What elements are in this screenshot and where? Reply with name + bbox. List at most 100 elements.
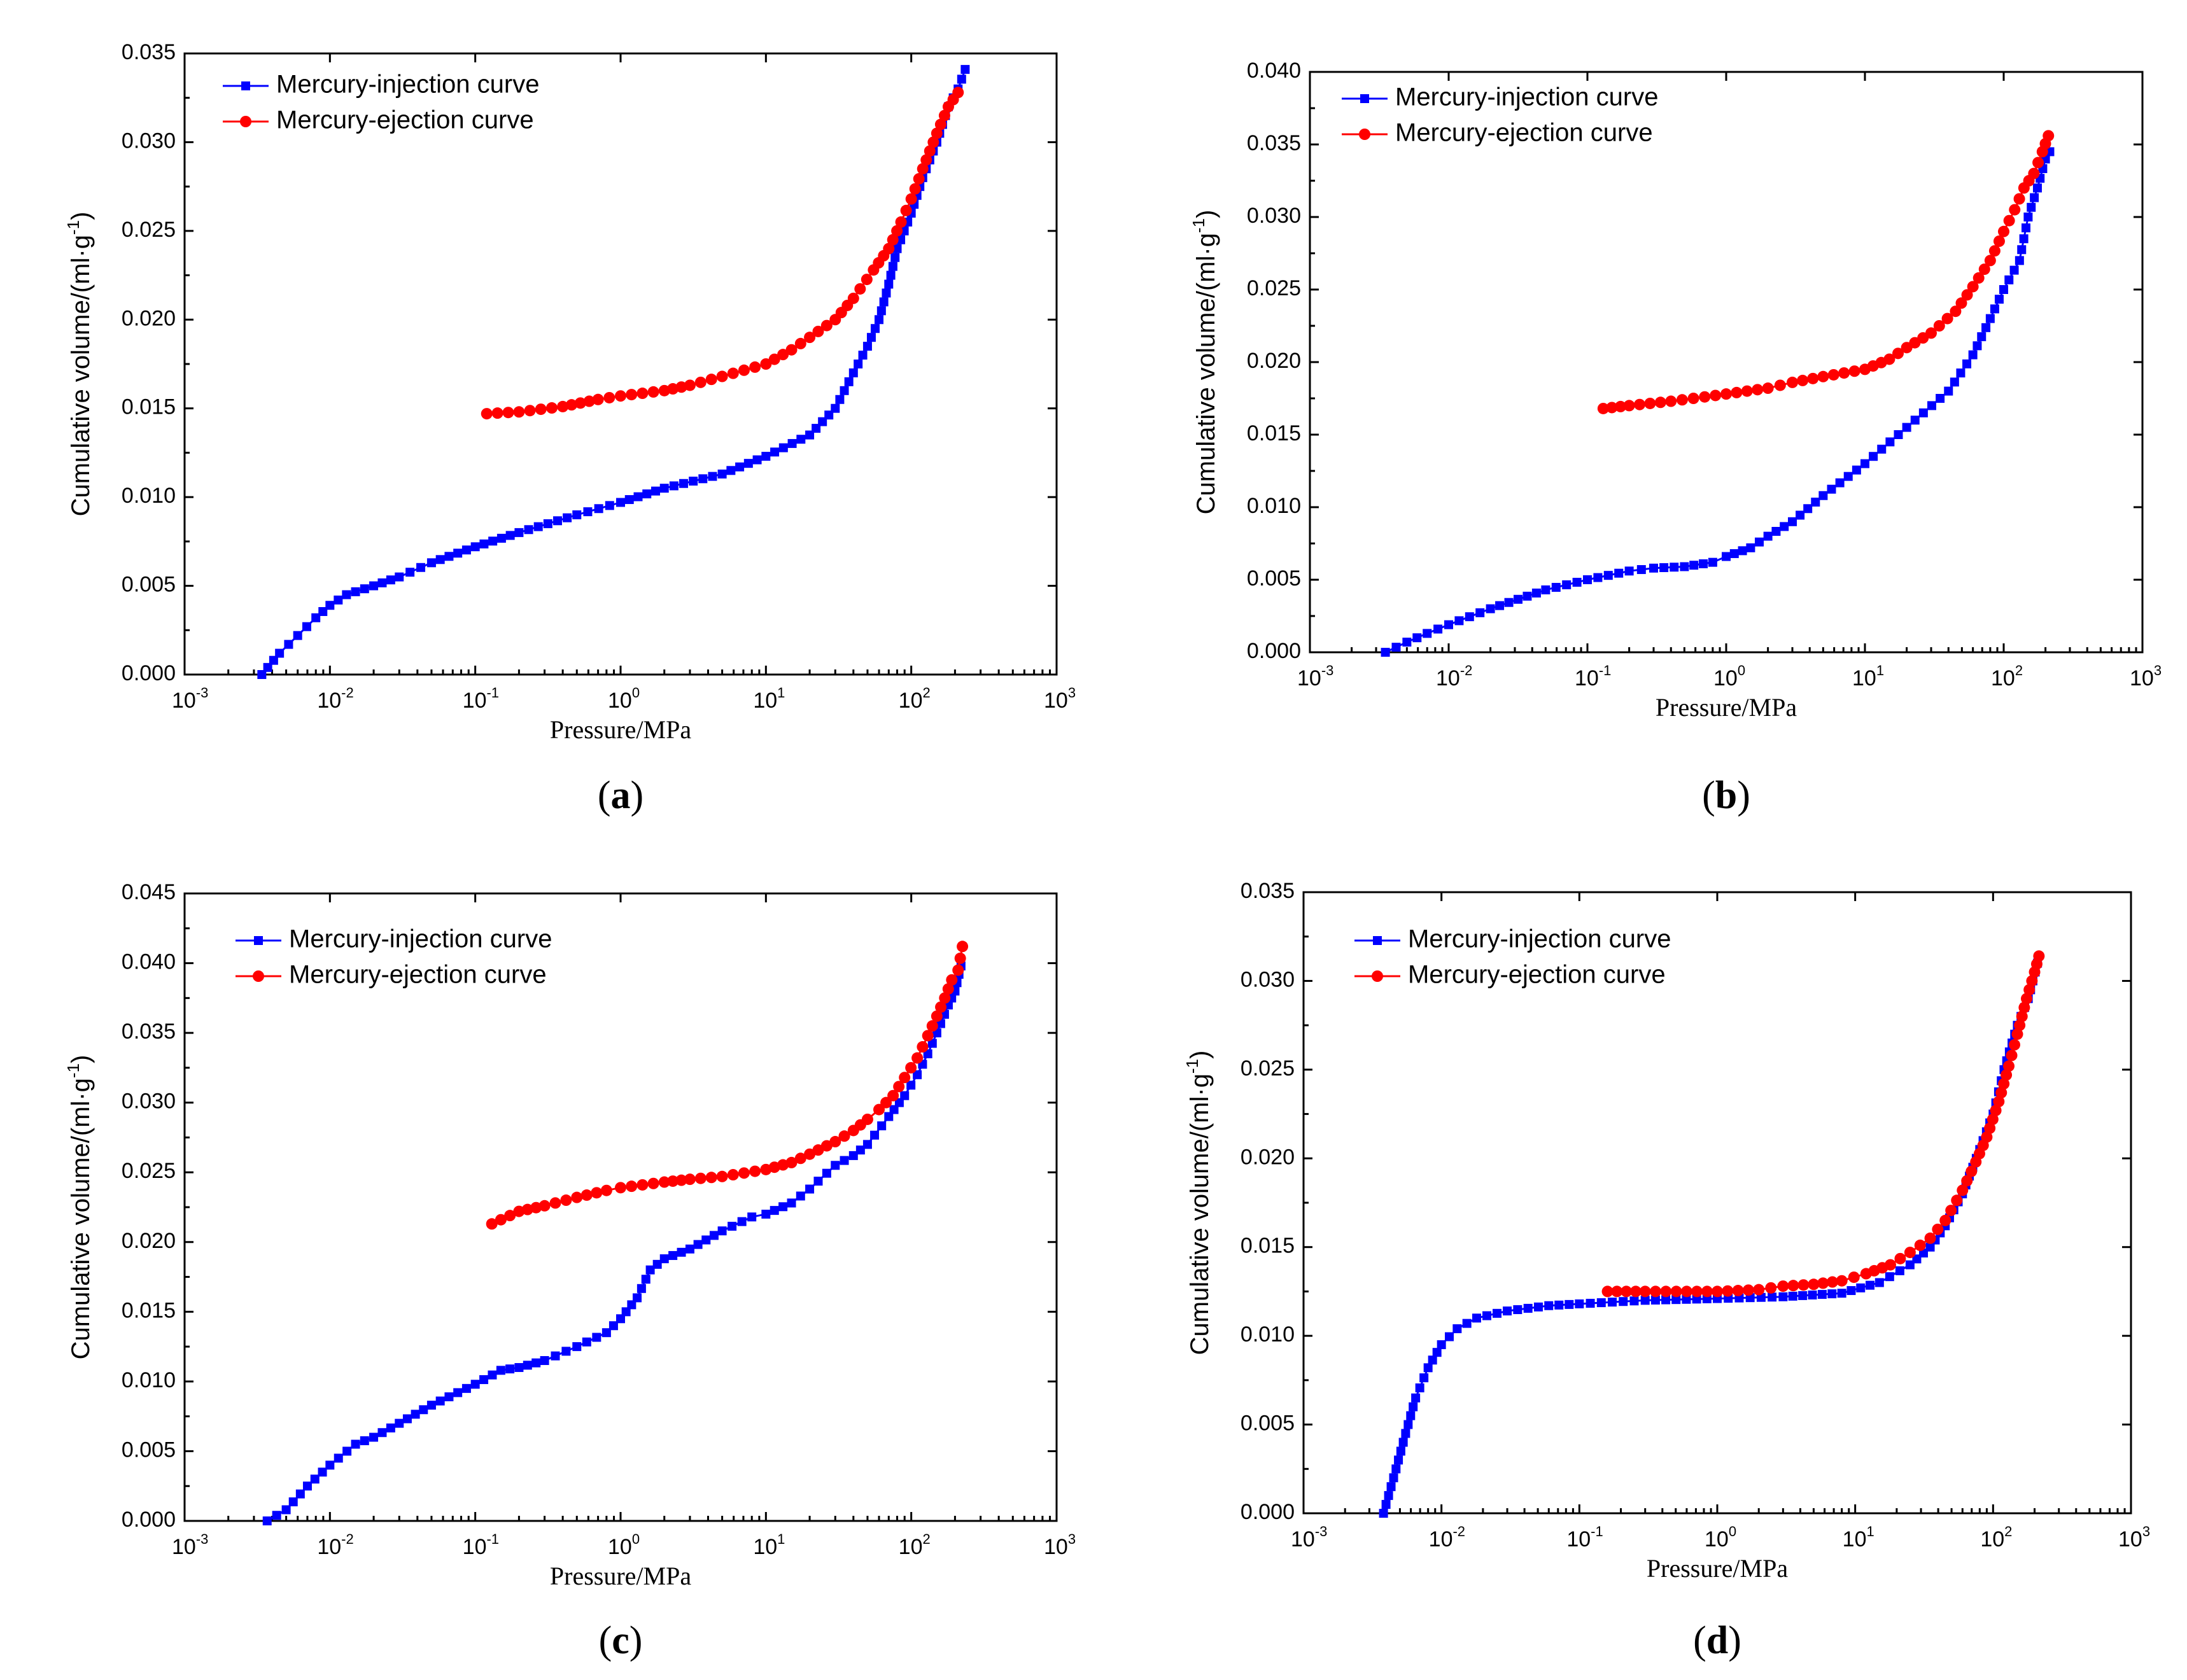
- x-tick-exponent: -1: [1591, 1523, 1603, 1539]
- x-tick-base: 10: [2130, 666, 2154, 690]
- data-point: [411, 1410, 420, 1419]
- x-tick-label: 102: [1980, 1523, 2012, 1551]
- y-tick-label: 0.015: [1241, 1234, 1295, 1258]
- data-point: [402, 1414, 412, 1424]
- data-point: [1428, 1355, 1437, 1365]
- data-point: [1680, 1285, 1692, 1298]
- data-point: [1389, 1473, 1398, 1483]
- legend-marker: [1359, 129, 1370, 140]
- x-axis-label-d: Pressure/MPa: [1647, 1554, 1788, 1583]
- data-point: [538, 1200, 551, 1212]
- data-point: [1777, 1280, 1789, 1292]
- y-axis-label-main: Cumulative volume/(ml·g: [67, 1078, 95, 1359]
- x-tick-base: 10: [1566, 1527, 1591, 1551]
- data-point: [684, 379, 696, 391]
- data-point: [1554, 1300, 1564, 1310]
- data-point: [275, 648, 285, 658]
- data-point: [716, 1170, 728, 1182]
- data-point: [768, 353, 780, 365]
- data-point: [931, 1010, 943, 1022]
- data-point: [2023, 213, 2033, 221]
- legend-marker: [254, 936, 263, 945]
- x-tick-label: 10-2: [1429, 1523, 1465, 1551]
- caption-close: ): [1728, 1619, 1741, 1662]
- data-point: [920, 154, 932, 166]
- data-point: [934, 118, 946, 130]
- data-point: [513, 1205, 525, 1217]
- chart-c: 0.000 0.005 0.010 0.015 0.020 0.025 0.030 0.035…: [64, 880, 1076, 1662]
- data-point: [922, 1030, 934, 1042]
- x-tick-label: 100: [608, 1531, 640, 1559]
- data-point: [1682, 1294, 1691, 1304]
- data-point: [2022, 223, 2031, 233]
- data-point: [909, 183, 921, 195]
- data-point: [1615, 400, 1627, 412]
- data-point: [820, 319, 833, 332]
- data-point: [693, 1240, 703, 1249]
- y-tick-label: 0.035: [1241, 879, 1295, 903]
- data-point: [840, 386, 849, 395]
- data-point: [1551, 582, 1561, 592]
- data-point: [1654, 396, 1666, 409]
- data-point: [1884, 1259, 1896, 1271]
- data-point: [1836, 1275, 1848, 1287]
- x-tick-exponent: -2: [341, 685, 354, 701]
- legend-label: Mercury-ejection curve: [289, 961, 547, 989]
- data-point: [1398, 1438, 1408, 1447]
- data-point: [1939, 1214, 1951, 1226]
- data-point: [820, 1140, 833, 1152]
- data-point: [1640, 1296, 1650, 1305]
- data-point: [1988, 245, 2001, 257]
- data-point: [761, 452, 771, 461]
- data-point: [1513, 1305, 1522, 1315]
- data-point: [479, 539, 489, 549]
- data-point: [913, 173, 925, 185]
- y-axis-a: 0.000 0.005 0.010 0.015 0.020 0.025 0.030 0.035: [122, 40, 1057, 685]
- data-point: [502, 407, 514, 419]
- data-point: [652, 1259, 662, 1269]
- data-point: [960, 65, 970, 74]
- data-point: [626, 389, 638, 401]
- x-tick-label: 101: [753, 1531, 785, 1559]
- data-point: [580, 1189, 593, 1201]
- data-point: [1608, 1298, 1617, 1307]
- legend-d: Mercury-injection curve Mercury-ejection …: [1354, 925, 1671, 989]
- x-tick-exponent: 3: [2142, 1523, 2150, 1539]
- data-point: [342, 590, 351, 599]
- data-point: [386, 1423, 395, 1432]
- data-point: [1987, 1113, 1999, 1125]
- data-point: [647, 1177, 659, 1189]
- data-point: [641, 1275, 650, 1284]
- y-tick-label: 0.045: [122, 880, 176, 904]
- data-point: [1973, 272, 1985, 284]
- data-point: [895, 216, 907, 228]
- data-point: [911, 1052, 924, 1064]
- x-tick-exponent: 2: [2004, 1523, 2012, 1539]
- data-point: [705, 1172, 717, 1184]
- data-point: [574, 397, 586, 409]
- data-point: [1950, 305, 1962, 318]
- data-point: [727, 1169, 739, 1181]
- y-tick-label: 0.025: [122, 1159, 176, 1183]
- data-point: [334, 1453, 343, 1463]
- data-point: [870, 1130, 880, 1140]
- data-point: [879, 297, 889, 307]
- data-point: [1472, 1313, 1481, 1323]
- data-point: [896, 235, 906, 244]
- data-point: [752, 455, 762, 465]
- x-tick-label: 10-2: [1436, 662, 1472, 690]
- data-point: [1606, 402, 1618, 414]
- data-point: [893, 1081, 905, 1093]
- data-point: [844, 377, 854, 386]
- data-point: [738, 364, 750, 376]
- data-point: [942, 983, 954, 995]
- data-point: [1848, 1271, 1860, 1284]
- x-tick-base: 10: [1852, 666, 1876, 690]
- data-point: [1941, 312, 1953, 325]
- data-point: [488, 1370, 497, 1380]
- x-tick-label: 103: [1044, 685, 1076, 713]
- data-point: [794, 337, 806, 349]
- caption-letter: d: [1706, 1619, 1728, 1662]
- data-point: [1990, 304, 1999, 314]
- data-point: [1629, 1296, 1639, 1306]
